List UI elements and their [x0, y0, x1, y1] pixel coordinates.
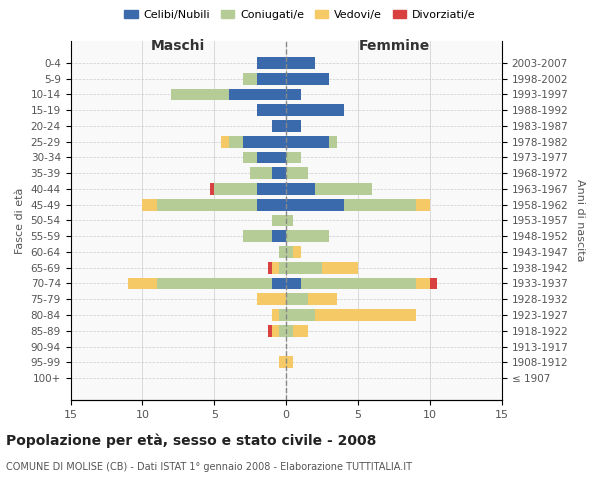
- Bar: [268, 325, 272, 336]
- Bar: [229, 136, 243, 147]
- Bar: [286, 356, 293, 368]
- Bar: [243, 230, 272, 242]
- Bar: [308, 294, 337, 305]
- Bar: [257, 294, 286, 305]
- Bar: [329, 136, 337, 147]
- Bar: [272, 120, 286, 132]
- Bar: [279, 262, 286, 274]
- Bar: [286, 73, 329, 85]
- Bar: [243, 152, 257, 164]
- Bar: [286, 246, 293, 258]
- Bar: [322, 262, 358, 274]
- Bar: [272, 168, 286, 179]
- Bar: [171, 88, 229, 101]
- Bar: [286, 214, 293, 226]
- Bar: [279, 309, 286, 321]
- Bar: [142, 199, 157, 210]
- Bar: [286, 57, 315, 69]
- Bar: [315, 183, 373, 195]
- Bar: [286, 183, 315, 195]
- Bar: [272, 230, 286, 242]
- Bar: [157, 199, 257, 210]
- Bar: [272, 278, 286, 289]
- Bar: [293, 246, 301, 258]
- Y-axis label: Anni di nascita: Anni di nascita: [575, 179, 585, 262]
- Bar: [257, 73, 286, 85]
- Bar: [286, 262, 322, 274]
- Bar: [229, 88, 286, 101]
- Bar: [257, 199, 286, 210]
- Bar: [416, 278, 430, 289]
- Text: Maschi: Maschi: [151, 40, 205, 54]
- Bar: [286, 199, 344, 210]
- Bar: [279, 356, 286, 368]
- Bar: [279, 246, 286, 258]
- Bar: [250, 168, 272, 179]
- Bar: [257, 104, 286, 116]
- Bar: [286, 88, 301, 101]
- Bar: [286, 152, 301, 164]
- Bar: [286, 120, 301, 132]
- Bar: [286, 325, 293, 336]
- Bar: [257, 152, 286, 164]
- Bar: [301, 278, 416, 289]
- Bar: [257, 57, 286, 69]
- Bar: [157, 278, 272, 289]
- Bar: [416, 199, 430, 210]
- Text: Popolazione per età, sesso e stato civile - 2008: Popolazione per età, sesso e stato civil…: [6, 434, 376, 448]
- Bar: [210, 183, 214, 195]
- Bar: [286, 168, 308, 179]
- Bar: [344, 199, 416, 210]
- Bar: [286, 104, 344, 116]
- Legend: Celibi/Nubili, Coniugati/e, Vedovi/e, Divorziati/e: Celibi/Nubili, Coniugati/e, Vedovi/e, Di…: [120, 6, 480, 25]
- Bar: [243, 73, 257, 85]
- Y-axis label: Fasce di età: Fasce di età: [15, 188, 25, 254]
- Bar: [214, 183, 257, 195]
- Bar: [286, 309, 315, 321]
- Bar: [293, 325, 308, 336]
- Bar: [279, 325, 286, 336]
- Bar: [272, 214, 286, 226]
- Bar: [286, 294, 308, 305]
- Bar: [315, 309, 416, 321]
- Bar: [268, 262, 272, 274]
- Bar: [286, 230, 329, 242]
- Bar: [272, 309, 279, 321]
- Bar: [430, 278, 437, 289]
- Bar: [286, 278, 301, 289]
- Bar: [128, 278, 157, 289]
- Bar: [221, 136, 229, 147]
- Bar: [286, 136, 329, 147]
- Text: Femmine: Femmine: [358, 40, 430, 54]
- Bar: [243, 136, 286, 147]
- Text: COMUNE DI MOLISE (CB) - Dati ISTAT 1° gennaio 2008 - Elaborazione TUTTITALIA.IT: COMUNE DI MOLISE (CB) - Dati ISTAT 1° ge…: [6, 462, 412, 472]
- Bar: [272, 262, 279, 274]
- Bar: [272, 325, 279, 336]
- Bar: [257, 183, 286, 195]
